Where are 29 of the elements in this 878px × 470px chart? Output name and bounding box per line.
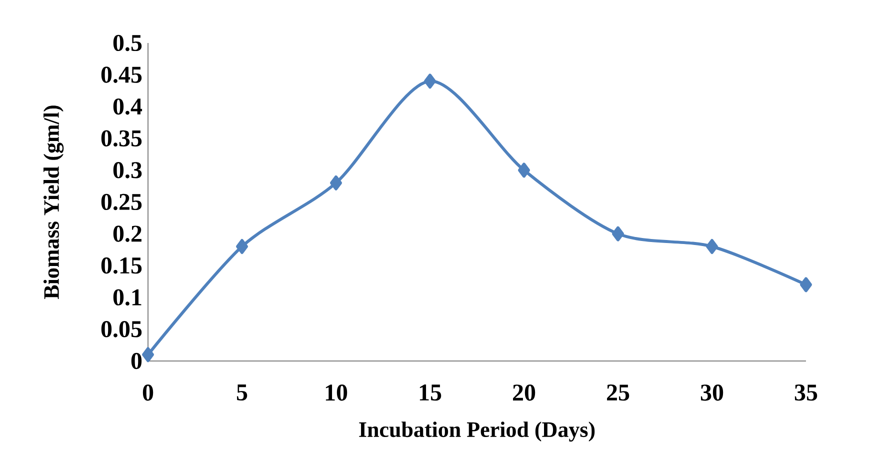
x-tick-label: 20 xyxy=(513,384,536,401)
x-tick-label: 15 xyxy=(420,384,442,401)
y-tick-label: 0.3 xyxy=(113,162,142,178)
x-tick-label: 30 xyxy=(700,384,724,401)
y-tick-label: 0.4 xyxy=(113,98,142,115)
point xyxy=(612,226,624,242)
x-tick-label: 10 xyxy=(326,384,348,401)
y-tick-label: 0.15 xyxy=(101,257,142,274)
point xyxy=(424,74,436,89)
x-axis-title: Incubation Period (Days) xyxy=(359,422,595,442)
x-tick-label: 25 xyxy=(607,384,630,401)
y-axis-title: Biomass Yield (gm/l) xyxy=(43,106,64,299)
point xyxy=(142,347,154,362)
y-tick-label: 0.5 xyxy=(113,34,142,52)
y-tick-label: 0.45 xyxy=(101,66,142,83)
point xyxy=(800,277,812,292)
y-tick-label: 0.05 xyxy=(101,321,142,338)
y-tick-label: 0.2 xyxy=(113,226,142,242)
y-tick-label: 0.35 xyxy=(101,130,142,147)
y-tick-label: 0.25 xyxy=(101,194,142,210)
y-tick-label: 0 xyxy=(131,352,142,370)
point xyxy=(706,239,718,254)
point xyxy=(330,175,342,190)
x-tick-label: 5 xyxy=(236,384,248,400)
x-tick-label: 35 xyxy=(794,384,818,401)
point xyxy=(518,162,530,178)
point xyxy=(236,239,248,254)
x-tick-label: 0 xyxy=(142,384,154,401)
y-tick-label: 0.1 xyxy=(113,289,142,306)
